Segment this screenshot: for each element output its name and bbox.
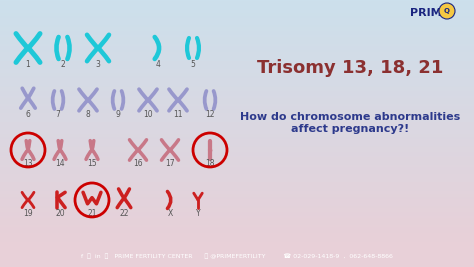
Text: 12: 12 bbox=[205, 111, 215, 120]
Text: How do chromosome abnormalities
affect pregnancy?!: How do chromosome abnormalities affect p… bbox=[240, 112, 460, 134]
Text: 19: 19 bbox=[23, 210, 33, 218]
Text: PRIME: PRIME bbox=[410, 8, 450, 18]
Text: 1: 1 bbox=[26, 61, 30, 69]
Text: 2: 2 bbox=[61, 61, 65, 69]
Text: 14: 14 bbox=[55, 159, 65, 168]
Text: Y: Y bbox=[196, 210, 201, 218]
Text: 9: 9 bbox=[116, 111, 120, 120]
Text: 10: 10 bbox=[143, 111, 153, 120]
Text: Q: Q bbox=[444, 8, 450, 14]
Text: 13: 13 bbox=[23, 159, 33, 168]
Text: 11: 11 bbox=[173, 111, 183, 120]
Text: 6: 6 bbox=[26, 111, 30, 120]
Text: 15: 15 bbox=[87, 159, 97, 168]
Text: 5: 5 bbox=[191, 61, 195, 69]
Text: 16: 16 bbox=[133, 159, 143, 168]
Text: 3: 3 bbox=[96, 61, 100, 69]
Text: X: X bbox=[167, 210, 173, 218]
Text: 18: 18 bbox=[205, 159, 215, 168]
Text: 4: 4 bbox=[155, 61, 160, 69]
Text: Trisomy 13, 18, 21: Trisomy 13, 18, 21 bbox=[257, 59, 443, 77]
Text: 22: 22 bbox=[119, 210, 129, 218]
Text: 17: 17 bbox=[165, 159, 175, 168]
Text: 20: 20 bbox=[55, 210, 65, 218]
Circle shape bbox=[439, 3, 455, 19]
Text: 21: 21 bbox=[87, 210, 97, 218]
Text: 7: 7 bbox=[55, 111, 61, 120]
Text: 8: 8 bbox=[86, 111, 91, 120]
Text: f  ⓘ  in  ⓘ   PRIME FERTILITY CENTER      ⓘ @PRIMEFERTILITY         ☎ 02-029-141: f ⓘ in ⓘ PRIME FERTILITY CENTER ⓘ @PRIME… bbox=[81, 253, 393, 259]
